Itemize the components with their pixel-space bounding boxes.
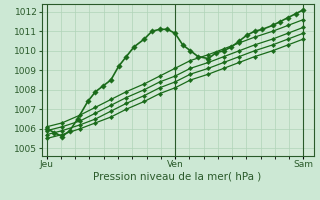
X-axis label: Pression niveau de la mer( hPa ): Pression niveau de la mer( hPa ) [93,172,262,182]
